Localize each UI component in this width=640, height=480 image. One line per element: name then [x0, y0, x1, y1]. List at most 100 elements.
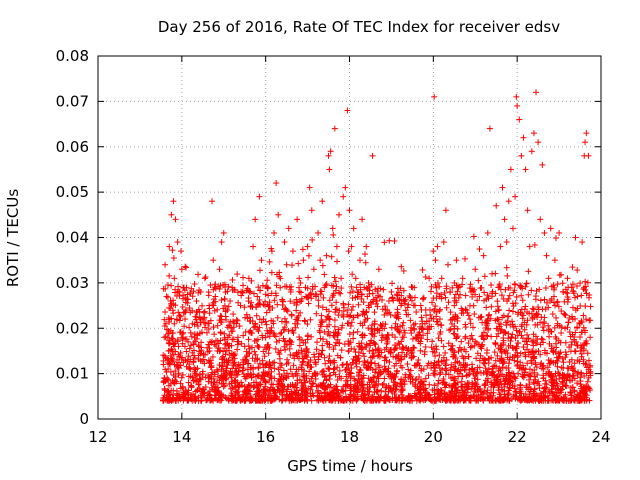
- data-point: [252, 351, 259, 358]
- data-point: [536, 286, 543, 293]
- data-point: [234, 317, 241, 324]
- data-point: [329, 225, 336, 232]
- data-point: [243, 311, 250, 318]
- data-point: [554, 298, 561, 305]
- data-point: [264, 277, 271, 284]
- data-point: [240, 274, 247, 281]
- data-point: [533, 288, 540, 295]
- data-point: [190, 288, 197, 295]
- data-point: [221, 330, 228, 337]
- data-point: [238, 340, 245, 347]
- data-point: [567, 333, 574, 340]
- data-point: [428, 283, 435, 290]
- data-point: [572, 329, 579, 336]
- data-point: [266, 376, 273, 383]
- data-point: [531, 380, 538, 387]
- data-point: [315, 229, 322, 236]
- data-point: [266, 258, 273, 265]
- grid: [98, 56, 601, 419]
- data-point: [497, 286, 504, 293]
- data-point: [170, 255, 177, 262]
- data-point: [509, 308, 516, 315]
- data-point: [464, 386, 471, 393]
- data-point: [242, 356, 249, 363]
- data-point: [346, 207, 353, 214]
- data-point: [583, 370, 590, 377]
- data-point: [408, 330, 415, 337]
- data-point: [266, 392, 273, 399]
- x-tick-label: 18: [340, 428, 359, 446]
- data-point: [407, 317, 414, 324]
- data-point: [346, 331, 353, 338]
- data-point: [337, 290, 344, 297]
- data-point: [529, 305, 536, 312]
- data-point: [453, 257, 460, 264]
- data-point: [369, 152, 376, 159]
- data-point: [445, 371, 452, 378]
- data-point: [323, 281, 330, 288]
- data-point: [210, 299, 217, 306]
- data-point: [504, 272, 511, 279]
- data-point: [306, 184, 313, 191]
- data-point: [484, 229, 491, 236]
- data-point: [316, 327, 323, 334]
- data-point: [200, 309, 207, 316]
- data-point: [569, 384, 576, 391]
- data-point: [193, 396, 200, 403]
- data-point: [367, 299, 374, 306]
- data-point: [380, 286, 387, 293]
- data-point: [425, 372, 432, 379]
- data-point: [572, 294, 579, 301]
- data-point: [222, 313, 229, 320]
- data-point: [565, 284, 572, 291]
- data-point: [388, 324, 395, 331]
- data-point: [355, 343, 362, 350]
- y-tick-label: 0.03: [56, 274, 89, 292]
- data-point: [399, 387, 406, 394]
- data-point: [165, 340, 172, 347]
- data-point: [313, 383, 320, 390]
- data-point: [585, 152, 592, 159]
- data-point: [421, 348, 428, 355]
- data-point: [275, 383, 282, 390]
- data-point: [299, 246, 306, 253]
- data-point: [547, 225, 554, 232]
- data-point: [214, 322, 221, 329]
- data-point: [359, 388, 366, 395]
- data-point: [205, 325, 212, 332]
- data-point: [558, 364, 565, 371]
- data-point: [448, 342, 455, 349]
- y-tick-label: 0.08: [56, 47, 89, 65]
- data-point: [471, 311, 478, 318]
- data-point: [198, 347, 205, 354]
- data-point: [168, 282, 175, 289]
- data-point: [187, 309, 194, 316]
- data-point: [514, 102, 521, 109]
- data-point: [312, 376, 319, 383]
- data-point: [349, 295, 356, 302]
- data-point: [449, 284, 456, 291]
- data-point: [340, 313, 347, 320]
- data-point: [574, 357, 581, 364]
- data-point: [559, 383, 566, 390]
- data-point: [417, 338, 424, 345]
- data-point: [344, 360, 351, 367]
- data-point: [195, 380, 202, 387]
- data-point: [335, 289, 342, 296]
- x-tick-label: 22: [508, 428, 527, 446]
- data-point: [310, 266, 317, 273]
- data-point: [293, 366, 300, 373]
- data-point: [498, 349, 505, 356]
- data-point: [499, 184, 506, 191]
- data-point: [230, 362, 237, 369]
- data-point: [193, 298, 200, 305]
- data-point: [322, 282, 329, 289]
- data-point: [230, 286, 237, 293]
- data-point: [177, 313, 184, 320]
- data-point: [455, 348, 462, 355]
- data-point: [246, 328, 253, 335]
- data-point: [524, 341, 531, 348]
- data-point: [424, 330, 431, 337]
- data-point: [393, 360, 400, 367]
- data-point: [374, 297, 381, 304]
